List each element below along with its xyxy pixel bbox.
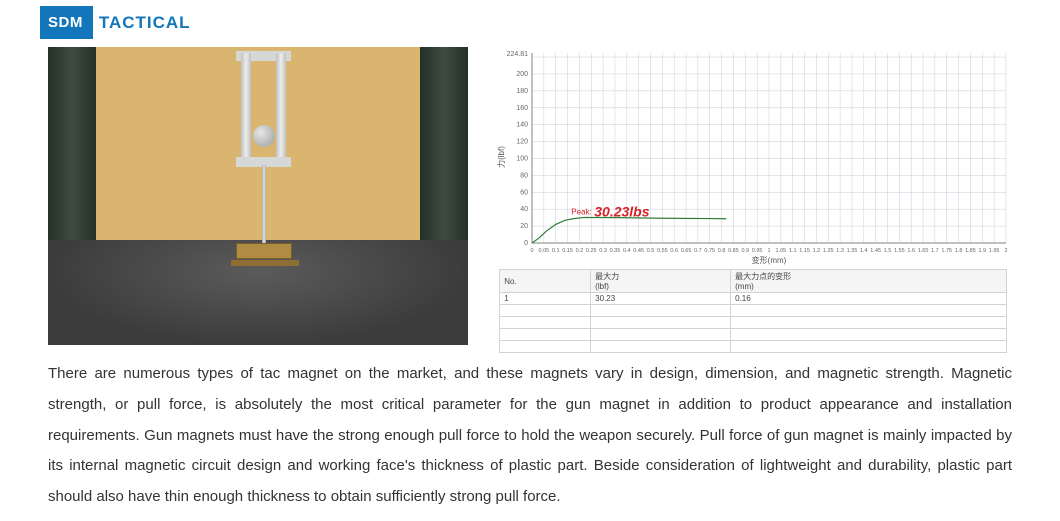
svg-text:1.8: 1.8 (955, 248, 963, 254)
svg-text:1.95: 1.95 (989, 248, 1000, 254)
svg-text:40: 40 (520, 206, 528, 213)
svg-text:1.75: 1.75 (941, 248, 952, 254)
svg-text:20: 20 (520, 223, 528, 230)
svg-text:0.05: 0.05 (538, 248, 549, 254)
svg-text:1.25: 1.25 (823, 248, 834, 254)
svg-text:变形(mm): 变形(mm) (752, 255, 787, 265)
svg-text:2: 2 (1004, 248, 1007, 254)
svg-text:0.3: 0.3 (599, 248, 607, 254)
svg-text:0: 0 (524, 240, 528, 247)
svg-text:0.1: 0.1 (552, 248, 560, 254)
svg-text:0.75: 0.75 (704, 248, 715, 254)
svg-text:120: 120 (516, 139, 528, 146)
svg-text:0.8: 0.8 (718, 248, 726, 254)
svg-text:1.55: 1.55 (894, 248, 905, 254)
svg-text:0.4: 0.4 (623, 248, 631, 254)
svg-text:0.45: 0.45 (633, 248, 644, 254)
svg-text:180: 180 (516, 88, 528, 95)
svg-text:0.65: 0.65 (681, 248, 692, 254)
svg-text:0.55: 0.55 (657, 248, 668, 254)
svg-text:140: 140 (516, 122, 528, 129)
test-machine-photo (48, 47, 468, 345)
svg-text:1.4: 1.4 (860, 248, 868, 254)
svg-text:30.23lbs: 30.23lbs (594, 203, 649, 219)
svg-text:0.85: 0.85 (728, 248, 739, 254)
brand-name: TACTICAL (99, 13, 191, 33)
svg-text:0.9: 0.9 (741, 248, 749, 254)
svg-text:200: 200 (516, 71, 528, 78)
brand-tactical-text: TACTICAL (99, 13, 191, 32)
svg-text:1.5: 1.5 (884, 248, 892, 254)
svg-text:60: 60 (520, 189, 528, 196)
svg-text:1.2: 1.2 (813, 248, 821, 254)
svg-text:1.1: 1.1 (789, 248, 797, 254)
svg-text:力(lbf): 力(lbf) (496, 146, 506, 168)
svg-text:1.45: 1.45 (870, 248, 881, 254)
force-displacement-chart-panel: 020406080100120140160180200224.8100.050.… (494, 47, 1012, 345)
svg-text:160: 160 (516, 105, 528, 112)
svg-text:1.85: 1.85 (965, 248, 976, 254)
header: SDM TACTICAL (0, 0, 1060, 47)
svg-text:0.15: 0.15 (562, 248, 573, 254)
content-row: 020406080100120140160180200224.8100.050.… (0, 47, 1060, 345)
svg-text:0: 0 (530, 248, 533, 254)
svg-text:224.81: 224.81 (507, 51, 529, 58)
svg-text:1.9: 1.9 (978, 248, 986, 254)
svg-text:0.7: 0.7 (694, 248, 702, 254)
results-table: No.最大力(lbf)最大力点的变形(mm)130.230.16 (499, 269, 1007, 353)
svg-text:1.65: 1.65 (918, 248, 929, 254)
svg-text:1.35: 1.35 (847, 248, 858, 254)
force-displacement-chart: 020406080100120140160180200224.8100.050.… (494, 47, 1012, 267)
body-paragraph: There are numerous types of tac magnet o… (0, 345, 1060, 513)
svg-text:0.5: 0.5 (647, 248, 655, 254)
brand-logo: SDM (40, 6, 93, 39)
svg-text:1.6: 1.6 (907, 248, 915, 254)
svg-text:0.25: 0.25 (586, 248, 597, 254)
svg-text:1.7: 1.7 (931, 248, 939, 254)
svg-text:1.15: 1.15 (799, 248, 810, 254)
svg-text:0.6: 0.6 (670, 248, 678, 254)
svg-text:1: 1 (767, 248, 770, 254)
svg-text:100: 100 (516, 155, 528, 162)
svg-text:0.2: 0.2 (576, 248, 584, 254)
svg-text:0.35: 0.35 (610, 248, 621, 254)
svg-text:Peak:: Peak: (571, 207, 591, 216)
svg-text:1.05: 1.05 (775, 248, 786, 254)
svg-text:80: 80 (520, 172, 528, 179)
svg-text:1.3: 1.3 (836, 248, 844, 254)
svg-text:0.95: 0.95 (752, 248, 763, 254)
